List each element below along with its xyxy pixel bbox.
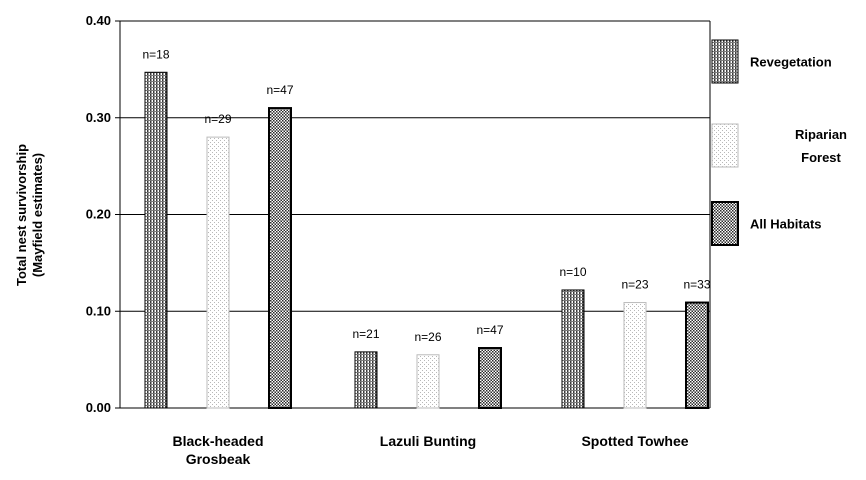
data-labels: n=18 n=21 n=10 n=29 n=26 n=23 n=47 n=47 n=33 bbox=[142, 47, 710, 344]
y-tick-label: 0.30 bbox=[86, 110, 111, 125]
bar bbox=[685, 301, 709, 410]
legend: Revegetation Riparian Forest All Habitats bbox=[711, 39, 847, 246]
bar bbox=[623, 302, 647, 409]
bar bbox=[416, 354, 440, 409]
category-label: Grosbeak bbox=[186, 451, 251, 467]
legend-label: Forest bbox=[801, 150, 841, 165]
bar-n-label: n=47 bbox=[266, 83, 293, 97]
category-label: Black-headed bbox=[172, 433, 263, 449]
bars bbox=[144, 71, 709, 410]
y-tick-label: 0.40 bbox=[86, 13, 111, 28]
bar bbox=[144, 71, 168, 409]
bar bbox=[354, 351, 378, 409]
bar-n-label: n=23 bbox=[621, 278, 648, 292]
bar-n-label: n=33 bbox=[683, 278, 710, 292]
bar bbox=[268, 107, 292, 409]
bar bbox=[206, 136, 230, 409]
category-label: Spotted Towhee bbox=[581, 433, 688, 449]
y-tick-label: 0.10 bbox=[86, 303, 111, 318]
bar-n-label: n=26 bbox=[414, 330, 441, 344]
bar-n-label: n=47 bbox=[476, 323, 503, 337]
bar-n-label: n=21 bbox=[352, 327, 379, 341]
y-axis-title: Total nest survivorship (Mayfield estima… bbox=[14, 144, 45, 286]
y-tick-label: 0.00 bbox=[86, 400, 111, 415]
legend-label: Revegetation bbox=[750, 55, 832, 70]
y-tick-labels: 0.00 0.10 0.20 0.30 0.40 bbox=[86, 13, 111, 415]
category-labels: Black-headed Grosbeak Lazuli Bunting Spotte… bbox=[172, 433, 688, 467]
bar bbox=[478, 347, 502, 410]
y-axis-title-line-2: (Mayfield estimates) bbox=[30, 153, 45, 277]
legend-label: All Habitats bbox=[750, 217, 822, 232]
bar-n-label: n=18 bbox=[142, 47, 169, 61]
bar bbox=[561, 289, 585, 409]
bar-n-label: n=10 bbox=[559, 265, 586, 279]
category-label: Lazuli Bunting bbox=[380, 433, 476, 449]
legend-swatch bbox=[711, 201, 739, 246]
legend-label: Riparian bbox=[795, 127, 847, 142]
legend-swatch bbox=[711, 39, 739, 84]
y-axis-title-line-1: Total nest survivorship bbox=[14, 144, 29, 286]
legend-swatch bbox=[711, 123, 739, 168]
y-tick-label: 0.20 bbox=[86, 207, 111, 222]
bar-n-label: n=29 bbox=[204, 112, 231, 126]
